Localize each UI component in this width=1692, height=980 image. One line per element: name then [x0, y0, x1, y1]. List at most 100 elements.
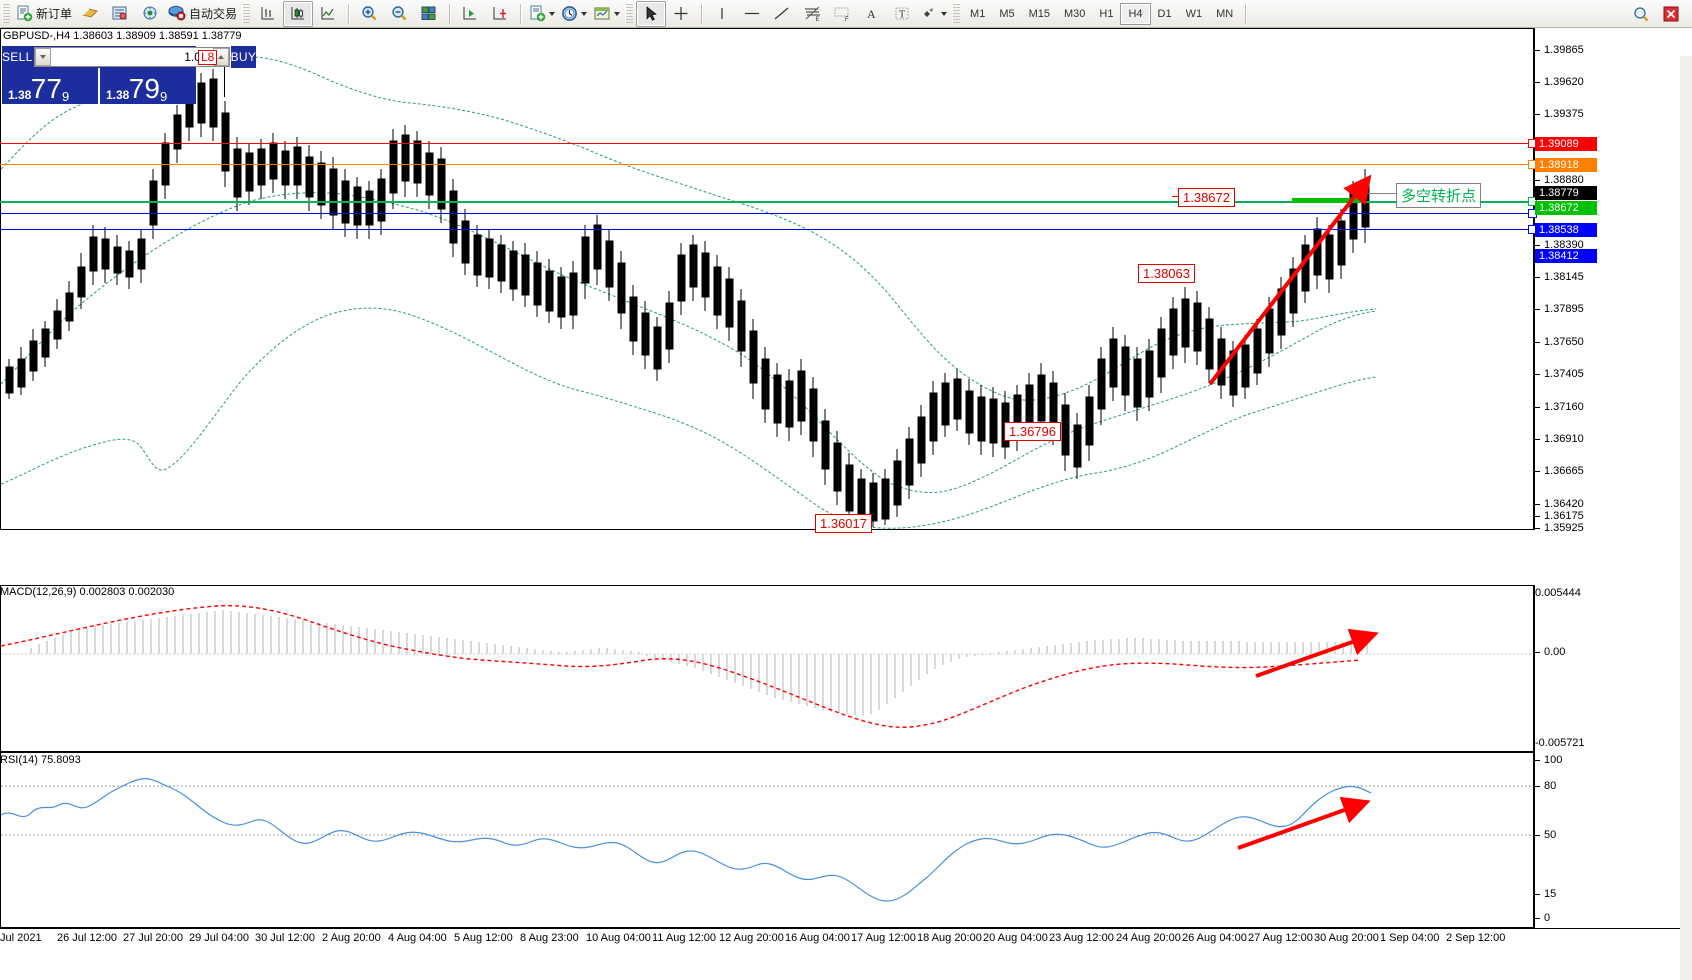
price-tick-label: 1.37405 [1544, 368, 1584, 380]
level-line-red[interactable] [0, 143, 1534, 144]
zoom-out-glyph [392, 6, 407, 21]
rsi-pane[interactable] [0, 752, 1534, 928]
price-label-blue-1[interactable]: 1.38538 [1535, 223, 1597, 237]
price-axis[interactable]: 1.39865 1.39620 1.39375 1.39130 1.38880 … [1534, 28, 1692, 534]
time-tick: 26 Jul 12:00 [57, 932, 117, 944]
cursor-icon[interactable] [636, 0, 667, 27]
price-label-blue-2[interactable]: 1.38412 [1535, 249, 1597, 263]
price-tick-label: 1.39620 [1544, 76, 1584, 88]
navigator-icon[interactable] [135, 1, 165, 27]
level-line-blue-2[interactable] [0, 229, 1534, 230]
price-tick-label: 1.37160 [1544, 401, 1584, 413]
timeframe-h1[interactable]: H1 [1099, 7, 1114, 20]
timeframe-m5[interactable]: M5 [999, 7, 1015, 20]
rsi-title: RSI(14) 75.8093 [0, 754, 81, 766]
price-label-orange[interactable]: 1.38918 [1535, 158, 1597, 172]
price-label-green[interactable]: 1.38672 [1535, 201, 1597, 215]
line-chart-icon[interactable] [313, 1, 343, 27]
text-a-glyph: A [867, 7, 876, 21]
chinese-note-label[interactable]: 多空转折点 [1396, 183, 1482, 208]
price-tag-2[interactable]: 1.38063 [1138, 264, 1195, 283]
sell-price[interactable]: 1.38 77 9 [2, 68, 98, 104]
vertical-line-icon[interactable] [707, 1, 737, 27]
price-label-last[interactable]: 1.38779 [1535, 186, 1597, 200]
text-icon[interactable]: T [887, 1, 917, 27]
bar-chart-icon[interactable] [253, 1, 283, 27]
toolbar-separator-2 [449, 3, 451, 24]
macd-title: MACD(12,26,9) 0.002803 0.002030 [0, 586, 175, 598]
timeframe-w1[interactable]: W1 [1185, 7, 1203, 20]
price-label-red[interactable]: 1.39089 [1535, 137, 1597, 151]
close-icon[interactable] [1656, 1, 1686, 27]
vertical-scrollbar[interactable] [1680, 56, 1692, 980]
tile-windows-icon[interactable] [414, 1, 444, 27]
price-tick: 1.39375 [1535, 108, 1584, 120]
auto-trading-icon[interactable]: 自动交易 [165, 1, 240, 27]
toolbar-grip-2[interactable] [242, 3, 251, 24]
time-tick: 23 Aug 12:00 [1049, 932, 1114, 944]
one-click-trading-panel[interactable]: SELL BUY 1.38 77 9 1.38 79 9 [2, 46, 257, 104]
toolbar-grip-3[interactable] [625, 3, 634, 24]
help-icon[interactable] [1626, 1, 1656, 27]
volume-decrease-button[interactable] [34, 48, 51, 66]
timeframe-h4[interactable]: H4 [1120, 2, 1151, 25]
buy-price-big: 79 [128, 73, 160, 104]
macd-axis[interactable]: 0.005444 0.00 -0.005721 [1534, 585, 1692, 752]
chart-shift-icon[interactable] [455, 1, 485, 27]
timeframe-m15[interactable]: M15 [1028, 7, 1050, 20]
text-label-icon[interactable]: A [857, 1, 887, 27]
timeframe-m1[interactable]: M1 [970, 7, 986, 20]
chart-title: GBPUSD-,H4 1.38603 1.38909 1.38591 1.387… [3, 30, 242, 42]
time-tick: 4 Aug 04:00 [388, 932, 447, 944]
price-tick-label: 1.35925 [1544, 522, 1584, 534]
zoom-in-icon[interactable] [354, 1, 384, 27]
timeframe-mn[interactable]: MN [1216, 7, 1234, 20]
horizontal-line-icon[interactable] [737, 1, 767, 27]
timeframe-d1[interactable]: D1 [1157, 7, 1172, 20]
sell-button[interactable]: SELL [2, 46, 33, 68]
time-tick: 16 Aug 04:00 [785, 932, 850, 944]
zoom-out-icon[interactable] [384, 1, 414, 27]
candlestick-chart-icon[interactable] [283, 0, 314, 27]
indicators-icon[interactable] [526, 1, 558, 27]
level-line-blue-1[interactable] [0, 213, 1534, 214]
channel-icon[interactable]: F [827, 1, 857, 27]
line-chart-glyph [321, 7, 335, 20]
volume-input[interactable] [50, 49, 213, 65]
level-line-green[interactable] [0, 201, 1534, 203]
templates-icon[interactable] [590, 1, 623, 27]
level-line-orange[interactable] [0, 164, 1534, 165]
macd-pane[interactable] [0, 585, 1534, 752]
timeframe-m30[interactable]: M30 [1064, 7, 1086, 20]
rsi-tick-label: 15 [1544, 888, 1557, 900]
level-badge[interactable]: L8 [198, 50, 218, 65]
price-tag-1[interactable]: 1.38672 [1178, 188, 1235, 207]
bar-chart-glyph [261, 7, 275, 20]
new-order-icon[interactable]: 新订单 [13, 1, 75, 27]
fibonacci-icon[interactable]: E [797, 1, 827, 27]
volume-field-wrapper[interactable] [33, 47, 230, 67]
shapes-icon[interactable] [917, 1, 950, 27]
shapes-glyph [924, 8, 934, 17]
chevron-down-icon-3[interactable] [614, 11, 621, 16]
rsi-axis[interactable]: 100 80 50 15 0 [1534, 752, 1692, 928]
chevron-down-icon-2[interactable] [581, 11, 588, 16]
expert-advisors-icon[interactable] [75, 1, 105, 27]
periods-icon[interactable] [558, 1, 590, 27]
trendline-icon[interactable] [767, 1, 797, 27]
toolbar-grip[interactable] [2, 3, 10, 24]
price-tag-3[interactable]: 1.36796 [1004, 422, 1061, 441]
chart-area[interactable]: GBPUSD-,H4 1.38603 1.38909 1.38591 1.387… [0, 28, 1692, 980]
buy-price[interactable]: 1.38 79 9 [98, 68, 196, 104]
buy-button[interactable]: BUY [230, 46, 257, 68]
chevron-down-icon[interactable] [549, 11, 556, 16]
chevron-down-icon-4[interactable] [941, 11, 948, 16]
toolbar-grip-4[interactable] [952, 3, 961, 24]
rsi-tick-label: 0 [1544, 912, 1551, 924]
auto-scroll-icon[interactable] [485, 1, 515, 27]
time-axis[interactable]: Jul 2021 26 Jul 12:00 27 Jul 20:00 29 Ju… [0, 928, 1692, 953]
data-window-icon[interactable] [105, 1, 135, 27]
crosshair-icon[interactable] [666, 1, 696, 27]
price-tag-4[interactable]: 1.36017 [815, 514, 872, 533]
price-pane[interactable] [0, 28, 1534, 530]
